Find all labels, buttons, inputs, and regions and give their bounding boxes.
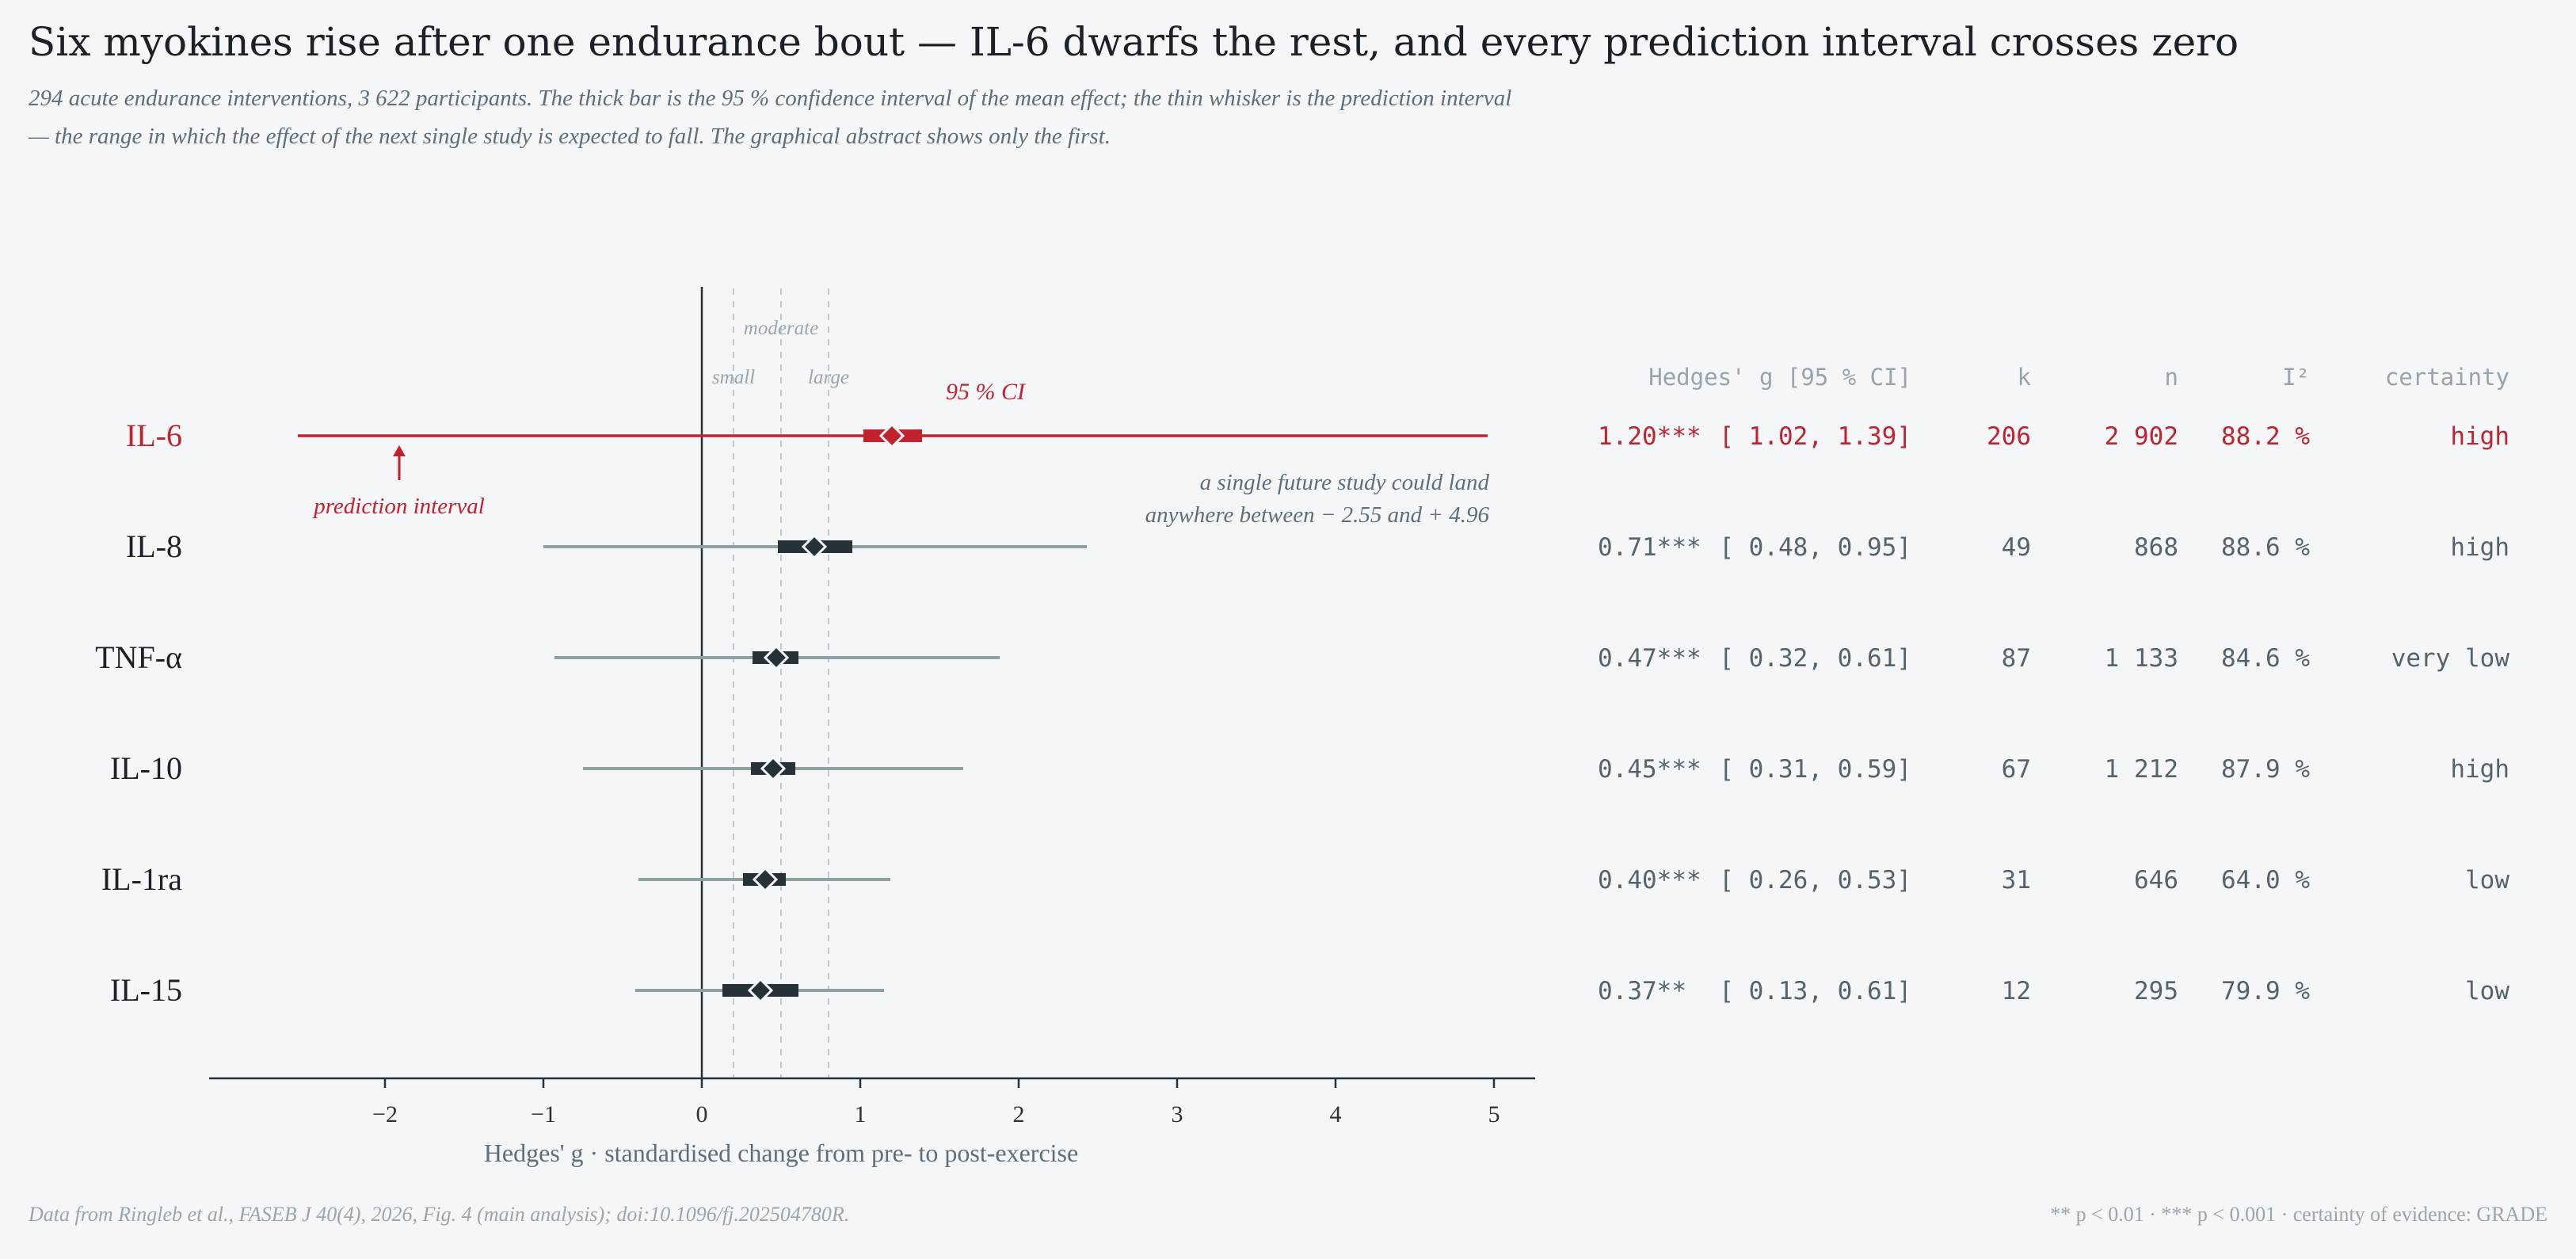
cell-k: 87 <box>2002 644 2031 673</box>
cell-certainty: high <box>2450 533 2509 562</box>
cell-certainty: very low <box>2391 644 2510 673</box>
x-tick-label: 3 <box>1172 1101 1183 1127</box>
cell-k: 67 <box>2002 755 2031 784</box>
x-tick-label: 0 <box>696 1101 708 1127</box>
x-tick-label: 5 <box>1488 1101 1500 1127</box>
cell-certainty: high <box>2450 755 2509 784</box>
significance-note: ** p < 0.01 · *** p < 0.001 · certainty … <box>2050 1203 2547 1226</box>
table-header-k: k <box>2018 364 2032 391</box>
cell-certainty: high <box>2450 422 2509 451</box>
point-estimate-diamond <box>878 422 905 449</box>
cell-k: 206 <box>1987 422 2031 451</box>
reference-label-moderate: moderate <box>744 318 818 339</box>
cell-i2: 84.6 % <box>2221 644 2310 673</box>
cell-hedges-g: 0.47*** <box>1598 644 1701 673</box>
prediction-interval-annotation: prediction interval <box>312 494 485 519</box>
x-tick-label: −2 <box>372 1101 398 1127</box>
cell-n: 2 902 <box>2105 422 2178 451</box>
source-note: Data from Ringleb et al., FASEB J 40(4),… <box>29 1203 850 1226</box>
cell-ci: [ 0.26, 0.53] <box>1719 866 1911 895</box>
row-label: IL-1ra <box>101 861 182 897</box>
row-label: IL-15 <box>110 972 182 1008</box>
row-label: TNF-α <box>95 639 182 675</box>
row-label: IL-8 <box>126 528 182 564</box>
x-tick-label: 2 <box>1013 1101 1025 1127</box>
x-tick-label: −1 <box>531 1101 556 1127</box>
cell-ci: [ 0.32, 0.61] <box>1719 644 1911 673</box>
table-header-n: n <box>2165 364 2178 391</box>
cell-i2: 88.2 % <box>2221 422 2310 451</box>
range-annotation-line2: anywhere between − 2.55 and + 4.96 <box>1145 502 1490 528</box>
table-header-certainty: certainty <box>2385 364 2509 391</box>
table-header-i2: I² <box>2282 364 2310 391</box>
cell-hedges-g: 0.71*** <box>1598 533 1701 562</box>
chart-title: Six myokines rise after one endurance bo… <box>29 19 2239 65</box>
cell-certainty: low <box>2465 866 2509 895</box>
ci-annotation: 95 % CI <box>946 379 1027 405</box>
cell-hedges-g: 0.45*** <box>1598 755 1701 784</box>
cell-ci: [ 0.13, 0.61] <box>1719 977 1911 1005</box>
x-tick-label: 1 <box>855 1101 867 1127</box>
cell-i2: 88.6 % <box>2221 533 2310 562</box>
cell-i2: 79.9 % <box>2221 977 2310 1005</box>
point-estimate-diamond <box>752 866 779 893</box>
cell-hedges-g: 0.37** <box>1598 977 1686 1005</box>
row-label: IL-6 <box>126 418 182 453</box>
cell-ci: [ 0.31, 0.59] <box>1719 755 1911 784</box>
point-estimate-diamond <box>760 755 787 782</box>
cell-n: 646 <box>2134 866 2178 895</box>
chart-subtitle: 294 acute endurance interventions, 3 622… <box>29 86 1512 149</box>
cell-k: 49 <box>2002 533 2031 562</box>
cell-n: 1 212 <box>2105 755 2178 784</box>
prediction-interval-arrowhead <box>393 445 406 456</box>
cell-k: 12 <box>2002 977 2031 1005</box>
cell-ci: [ 1.02, 1.39] <box>1719 422 1911 451</box>
cell-i2: 64.0 % <box>2221 866 2310 895</box>
cell-ci: [ 0.48, 0.95] <box>1719 533 1911 562</box>
table-header-g-ci: Hedges' g [95 % CI] <box>1648 364 1911 391</box>
cell-n: 868 <box>2134 533 2178 562</box>
x-tick-label: 4 <box>1330 1101 1342 1127</box>
point-estimate-diamond <box>763 644 790 671</box>
range-annotation-line1: a single future study could land <box>1200 470 1490 495</box>
cell-k: 31 <box>2002 866 2031 895</box>
cell-i2: 87.9 % <box>2221 755 2310 784</box>
point-estimate-diamond <box>747 977 774 1004</box>
reference-label-small: small <box>712 367 755 388</box>
point-estimate-diamond <box>801 533 828 560</box>
reference-label-large: large <box>808 367 849 388</box>
row-label: IL-10 <box>110 750 182 786</box>
cell-n: 1 133 <box>2105 644 2178 673</box>
cell-hedges-g: 0.40*** <box>1598 866 1701 895</box>
cell-certainty: low <box>2465 977 2509 1005</box>
cell-hedges-g: 1.20*** <box>1598 422 1701 451</box>
x-axis-label: Hedges' g · standardised change from pre… <box>484 1139 1078 1167</box>
cell-n: 295 <box>2134 977 2178 1005</box>
